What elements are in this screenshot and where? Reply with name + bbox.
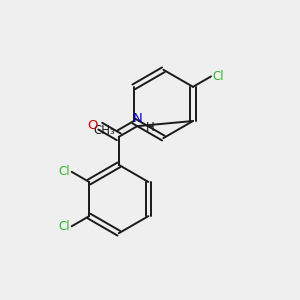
Text: Cl: Cl	[58, 220, 70, 233]
Text: N: N	[132, 112, 142, 124]
Text: CH₃: CH₃	[94, 124, 116, 137]
Text: Cl: Cl	[212, 70, 224, 83]
Text: Cl: Cl	[58, 165, 70, 178]
Text: H: H	[146, 121, 154, 134]
Text: O: O	[87, 119, 98, 132]
